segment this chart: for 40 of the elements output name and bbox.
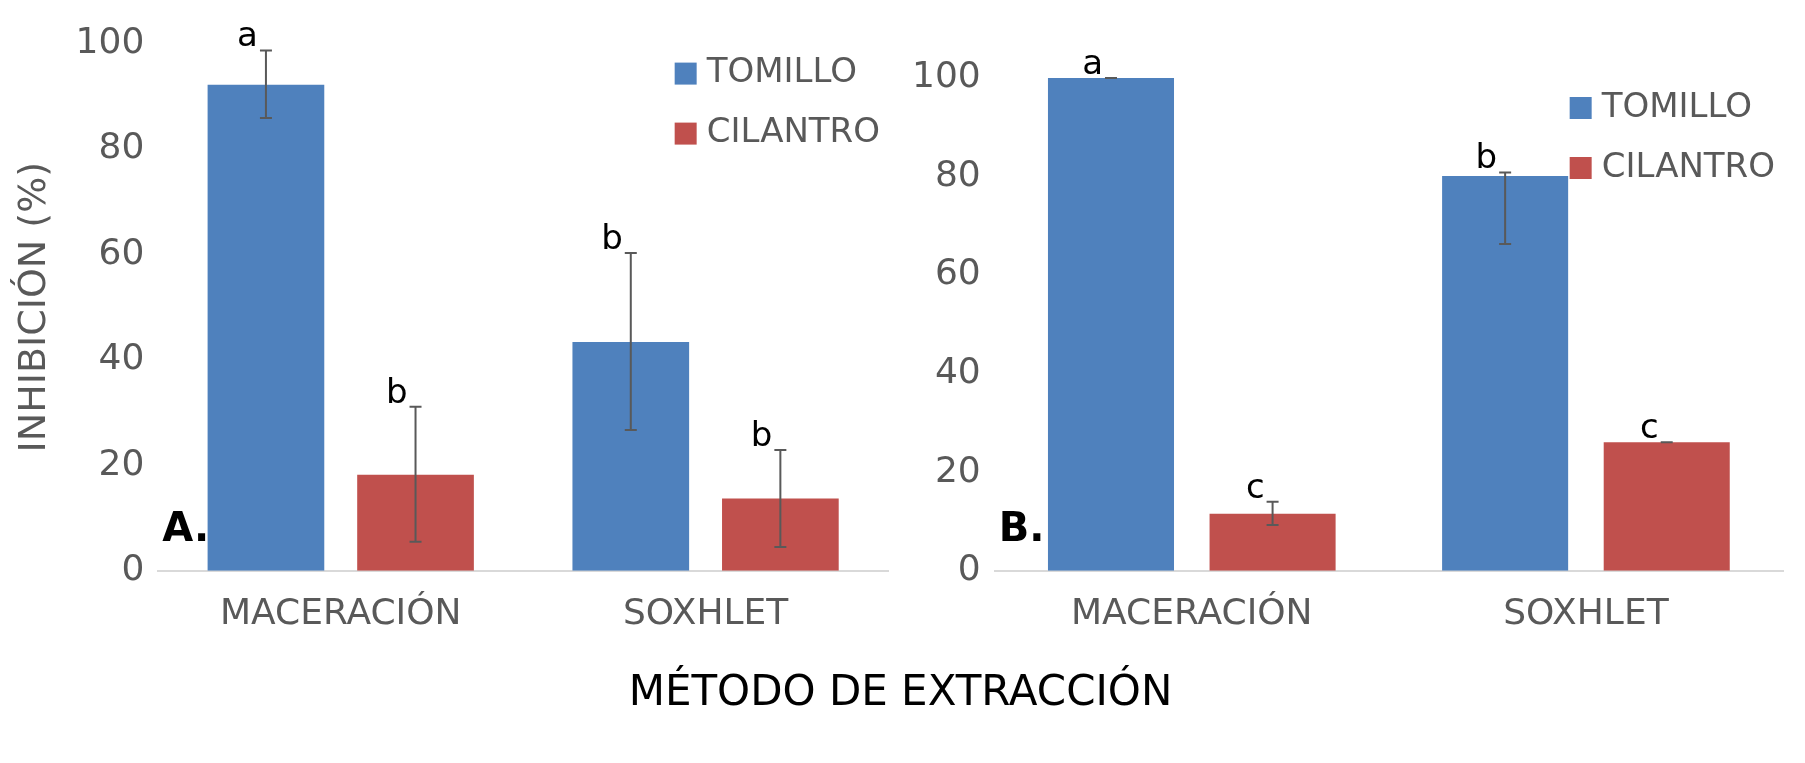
- bar: [1047, 78, 1175, 571]
- data-label: a: [237, 14, 258, 55]
- y-tick-label: 80: [98, 125, 145, 167]
- bar: [572, 342, 690, 571]
- data-label: c: [1245, 465, 1265, 506]
- y-tick-label: 20: [934, 448, 981, 490]
- bar: [207, 84, 325, 571]
- bar: [357, 474, 474, 571]
- x-tick-label: MACERACIÓN: [219, 590, 462, 632]
- y-tick-label: 60: [934, 251, 981, 293]
- x-tick-label: SOXHLET: [622, 590, 790, 632]
- y-tick-label: 40: [934, 350, 981, 392]
- y-tick-label: 100: [911, 54, 981, 96]
- y-tick-label: 0: [121, 547, 145, 589]
- annotation: B.: [998, 504, 1045, 551]
- y-tick-label: 0: [957, 547, 981, 589]
- x-tick-label: SOXHLET: [1503, 590, 1670, 632]
- bar: [1442, 176, 1569, 571]
- bar: [722, 498, 839, 571]
- y-tick-label: 80: [934, 152, 981, 194]
- y-tick-label: 60: [98, 230, 145, 272]
- y-axis-title: INHIBICIÓN (%): [9, 161, 54, 453]
- y-tick-label: 40: [98, 336, 145, 378]
- legend-label: CILANTRO: [706, 110, 881, 151]
- bar: [1209, 513, 1336, 571]
- legend-label: TOMILLO: [1600, 84, 1752, 125]
- data-label: b: [1475, 136, 1498, 177]
- legend-label: CILANTRO: [1601, 144, 1776, 185]
- data-label: b: [750, 413, 773, 454]
- annotation: A.: [162, 504, 210, 551]
- y-tick-label: 20: [98, 441, 145, 483]
- x-axis-title: MÉTODO DE EXTRACCIÓN: [627, 666, 1174, 715]
- data-label: b: [385, 370, 408, 411]
- data-label: b: [601, 216, 623, 257]
- data-label: a: [1082, 41, 1103, 82]
- y-tick-label: 100: [75, 19, 145, 61]
- bar: [1603, 442, 1730, 571]
- legend-label: TOMILLO: [705, 50, 857, 91]
- data-label: c: [1640, 406, 1659, 447]
- x-tick-label: MACERACIÓN: [1071, 590, 1313, 632]
